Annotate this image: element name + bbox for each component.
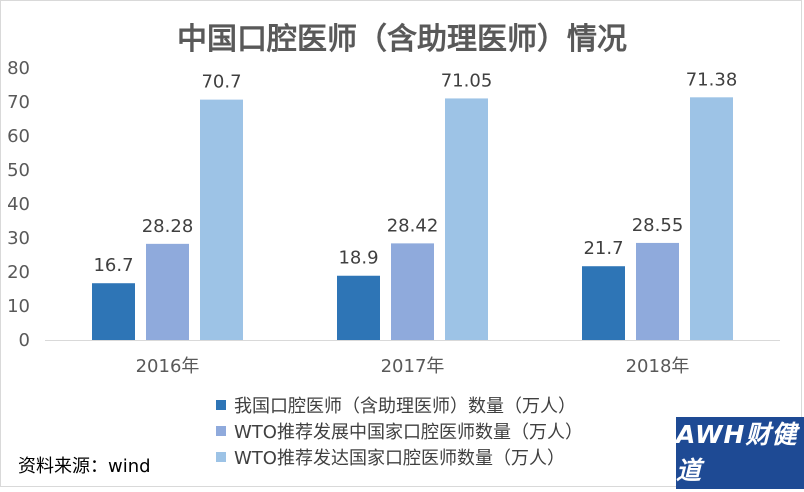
bar-value-label: 28.42 [387, 215, 439, 236]
y-tick-label: 0 [19, 330, 30, 351]
y-tick-label: 70 [7, 92, 30, 113]
y-tick-label: 10 [7, 296, 30, 317]
bar [582, 266, 625, 340]
legend-item-developing: WTO推荐发展中国家口腔医师数量（万人） [216, 418, 583, 444]
legend: 我国口腔医师（含助理医师）数量（万人） WTO推荐发展中国家口腔医师数量（万人）… [216, 392, 583, 470]
bar-value-label: 28.55 [632, 215, 684, 236]
legend-swatch-domestic [216, 400, 226, 410]
legend-swatch-developed [216, 452, 226, 462]
bar-value-label: 28.28 [142, 216, 194, 237]
brand-logo: AWH财健道 [676, 417, 804, 492]
y-tick-label: 20 [7, 262, 30, 283]
bar-chart: 0 10 20 30 40 50 60 70 80 16.7 28.28 70.7 18.9 28.42… [7, 58, 780, 377]
chart-title: 中国口腔医师（含助理医师）情况 [177, 22, 627, 57]
legend-label-developed: WTO推荐发达国家口腔医师数量（万人） [234, 448, 565, 469]
legend-label-domestic: 我国口腔医师（含助理医师）数量（万人） [234, 396, 576, 417]
bars [92, 97, 733, 341]
bar [690, 97, 733, 340]
source-note: 资料来源：wind [18, 456, 151, 477]
bar [92, 283, 135, 340]
bar-value-label: 16.7 [93, 255, 133, 276]
legend-label-developing: WTO推荐发展中国家口腔医师数量（万人） [234, 422, 583, 443]
y-tick-label: 80 [7, 58, 30, 79]
legend-swatch-developing [216, 426, 226, 436]
legend-item-domestic: 我国口腔医师（含助理医师）数量（万人） [216, 392, 583, 418]
bar [200, 99, 243, 341]
bar-value-label: 71.05 [441, 70, 493, 91]
bar [146, 243, 189, 340]
y-tick-label: 60 [7, 126, 30, 147]
bar-value-label: 21.7 [583, 238, 623, 259]
logo-underline [692, 490, 788, 492]
bar [391, 243, 434, 340]
y-tick-label: 30 [7, 228, 30, 249]
x-tick-label: 2016年 [136, 356, 200, 377]
bar-value-label: 18.9 [338, 248, 378, 269]
y-tick-label: 40 [7, 194, 30, 215]
x-axis-ticks: 2016年 2017年 2018年 [136, 356, 690, 377]
y-tick-label: 50 [7, 160, 30, 181]
bar [445, 98, 488, 341]
bar [337, 275, 380, 340]
legend-item-developed: WTO推荐发达国家口腔医师数量（万人） [216, 444, 583, 470]
x-tick-label: 2017年 [381, 356, 445, 377]
logo-wordmark: AWH财健道 [676, 419, 798, 485]
bar-value-label: 70.7 [201, 72, 241, 93]
x-tick-label: 2018年 [626, 356, 690, 377]
bar [636, 242, 679, 340]
y-axis-ticks: 0 10 20 30 40 50 60 70 80 [7, 58, 30, 351]
bar-value-label: 71.38 [686, 69, 738, 90]
bar-labels: 16.7 28.28 70.7 18.9 28.42 71.05 21.7 28.55 71.3… [93, 69, 737, 276]
